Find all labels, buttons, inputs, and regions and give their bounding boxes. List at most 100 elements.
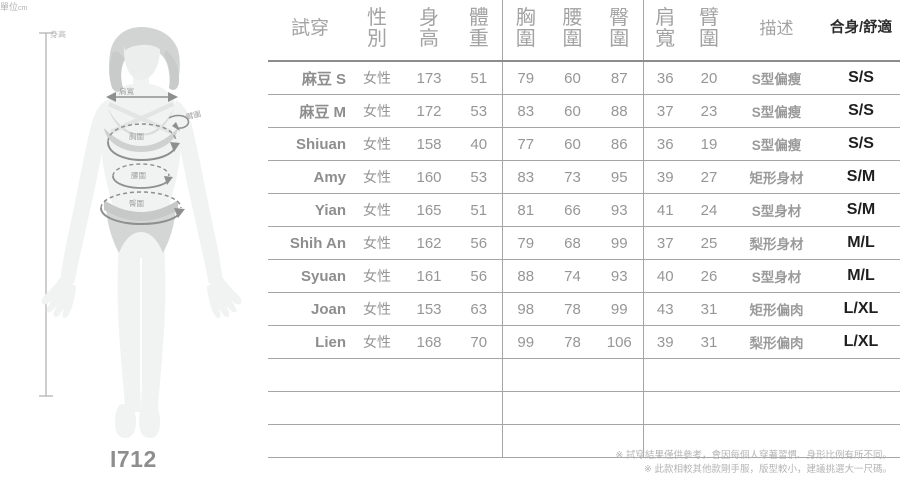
- table-row: Joan 女性 153 63 98 78 99 43 31 矩形偏肉 L/XL: [232, 292, 900, 326]
- cell-hip: 88: [596, 94, 643, 128]
- header-shoulder: 肩 寬: [642, 0, 687, 62]
- table-body: 麻豆 S 女性 173 51 79 60 87 36 20 S型偏瘦 S/S 麻豆 M 女性 172 53 8…: [232, 61, 900, 458]
- cell-shoulder: 37: [642, 226, 687, 260]
- cell-height-empty: [402, 391, 456, 425]
- header-weight: 體 重: [456, 0, 502, 62]
- cell-description: S型身材: [731, 193, 822, 227]
- bust-circumference-label: 胸圍: [129, 132, 144, 141]
- header-waist-line2: 圍: [562, 28, 583, 50]
- header-arm-line2: 圍: [699, 28, 719, 50]
- table-row: Shih An 女性 162 56 79 68 99 37 25 梨形身材 M/L: [232, 226, 900, 260]
- table-row: Yian 女性 165 51 81 66 93 41 24 S型身材 S/M: [232, 193, 900, 227]
- cell-height: 161: [402, 259, 456, 293]
- cell-hip: 93: [596, 259, 643, 293]
- cell-weight: 56: [456, 259, 502, 293]
- cell-shoulder: 36: [642, 127, 687, 161]
- table-row: Syuan 女性 161 56 88 74 93 40 26 S型身材 M/L: [232, 259, 900, 293]
- height-ruler-icon: [39, 32, 53, 397]
- header-bust-line1: 胸: [515, 7, 536, 30]
- hair-shape: [108, 27, 180, 92]
- cell-name: 麻豆 M: [268, 94, 352, 128]
- header-arm-line1: 臂: [699, 7, 719, 30]
- row-spacer: [232, 326, 268, 359]
- header-hip-line2: 圍: [609, 28, 630, 50]
- cell-gender-empty: [352, 358, 402, 392]
- cell-arm-empty: [687, 391, 731, 425]
- header-bust: 胸 圍: [501, 0, 549, 62]
- cell-bust-empty: [501, 358, 549, 392]
- cell-weight: 40: [456, 127, 502, 161]
- cell-fit-empty: [822, 358, 900, 392]
- header-fit: 合身/舒適: [822, 0, 900, 62]
- cell-fit-empty: [822, 424, 900, 458]
- header-spacer: [232, 0, 268, 61]
- cell-waist: 60: [549, 94, 596, 128]
- cell-hip: 93: [596, 193, 643, 227]
- cell-waist: 68: [549, 226, 596, 260]
- cell-fit: M/L: [822, 226, 900, 260]
- cell-hip: 95: [596, 160, 643, 194]
- model-code: I712: [110, 446, 157, 472]
- cell-gender-empty: [352, 424, 402, 458]
- cell-bust: 88: [501, 259, 549, 293]
- header-bust-line2: 圍: [515, 28, 536, 50]
- cell-description-empty: [731, 424, 822, 458]
- header-gender-line1: 性: [367, 7, 387, 30]
- cell-description: 矩形偏肉: [731, 292, 822, 326]
- cell-hip-empty: [596, 358, 643, 392]
- cell-height: 158: [402, 127, 456, 161]
- row-spacer: [232, 95, 268, 128]
- cell-hip-empty: [596, 391, 643, 425]
- cell-gender: 女性: [352, 94, 402, 128]
- cell-arm: 31: [687, 292, 731, 326]
- cell-fit: L/XL: [822, 292, 900, 326]
- cell-waist-empty: [549, 424, 596, 458]
- table-row-empty: [232, 424, 900, 458]
- cell-hip: 106: [596, 325, 643, 359]
- shoulder-measure-arrow: [106, 92, 178, 102]
- cell-waist: 73: [549, 160, 596, 194]
- cell-arm: 19: [687, 127, 731, 161]
- cell-height: 172: [402, 94, 456, 128]
- cell-arm: 26: [687, 259, 731, 293]
- header-arm: 臂 圍: [687, 0, 731, 62]
- unit-text: 單位: [0, 2, 19, 12]
- cell-bust: 98: [501, 292, 549, 326]
- cell-name: Shih An: [268, 226, 352, 260]
- cell-gender: 女性: [352, 226, 402, 260]
- bust-measure-ellipse: [107, 123, 180, 162]
- cell-name: Syuan: [268, 259, 352, 293]
- arm-measure-ellipse: [168, 114, 190, 131]
- cell-fit: S/M: [822, 193, 900, 227]
- cell-arm: 24: [687, 193, 731, 227]
- cell-description: 梨形偏肉: [731, 325, 822, 359]
- cell-gender: 女性: [352, 325, 402, 359]
- cell-weight: 53: [456, 94, 502, 128]
- cell-name-empty: [268, 358, 352, 392]
- cell-shoulder: 39: [642, 160, 687, 194]
- cell-name: Amy: [268, 160, 352, 194]
- header-weight-line1: 體: [468, 7, 489, 30]
- cell-description: 矩形身材: [731, 160, 822, 194]
- shoulder-width-label: 肩寬: [119, 87, 134, 96]
- header-waist: 腰 圍: [549, 0, 596, 62]
- height-ruler-label: 身高: [50, 30, 66, 39]
- cell-name: Shiuan: [268, 127, 352, 161]
- cell-waist-empty: [549, 391, 596, 425]
- cell-height: 168: [402, 325, 456, 359]
- cell-gender: 女性: [352, 61, 402, 95]
- cell-hip-empty: [596, 424, 643, 458]
- cell-description: S型偏瘦: [731, 127, 822, 161]
- cell-arm: 20: [687, 61, 731, 95]
- header-height-line2: 高: [419, 28, 439, 50]
- header-height-line1: 身: [419, 7, 439, 30]
- cell-bust: 81: [501, 193, 549, 227]
- row-spacer: [232, 227, 268, 260]
- cell-name: Yian: [268, 193, 352, 227]
- cell-gender: 女性: [352, 193, 402, 227]
- table-row: 麻豆 S 女性 173 51 79 60 87 36 20 S型偏瘦 S/S: [232, 61, 900, 95]
- cell-gender-empty: [352, 391, 402, 425]
- cell-bust: 83: [501, 160, 549, 194]
- unit-label: 單位cm: [0, 0, 275, 13]
